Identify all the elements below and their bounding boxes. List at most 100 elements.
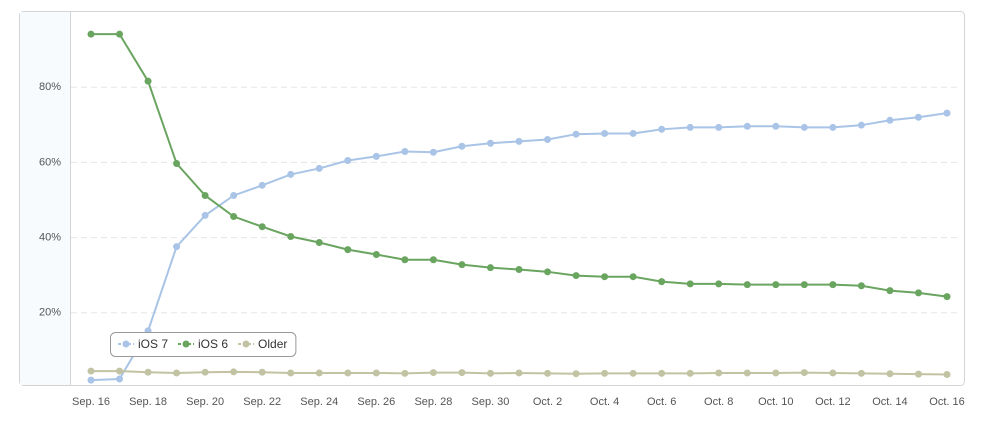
data-point (201, 368, 209, 376)
data-point (914, 289, 922, 297)
data-point (230, 213, 238, 221)
data-point (800, 123, 808, 131)
data-point (857, 369, 865, 377)
data-point (686, 280, 694, 288)
data-point (429, 369, 437, 377)
data-point (116, 367, 124, 375)
data-point (829, 281, 837, 289)
data-point (515, 137, 523, 145)
data-point (914, 370, 922, 378)
data-point (429, 148, 437, 156)
data-point (173, 369, 181, 377)
legend-label: Older (258, 337, 287, 351)
data-point (287, 369, 295, 377)
x-tick-label: Oct. 12 (815, 396, 850, 408)
data-point (87, 376, 95, 384)
legend-label: iOS 6 (198, 337, 228, 351)
axis-band (20, 12, 70, 385)
data-point (401, 256, 409, 264)
data-point (686, 369, 694, 377)
data-point (372, 152, 380, 160)
x-tick-label: Sep. 16 (72, 396, 110, 408)
data-point (87, 367, 95, 375)
data-point (943, 293, 951, 301)
data-point (544, 369, 552, 377)
data-point (116, 375, 124, 383)
data-point (258, 223, 266, 231)
data-point (572, 130, 580, 138)
data-point (943, 370, 951, 378)
data-point (886, 287, 894, 295)
data-point (715, 280, 723, 288)
data-point (515, 369, 523, 377)
data-point (401, 369, 409, 377)
data-point (144, 77, 152, 85)
data-point (372, 369, 380, 377)
data-point (658, 125, 666, 133)
x-tick-label: Oct. 10 (758, 396, 793, 408)
data-point (116, 30, 124, 38)
data-point (486, 264, 494, 272)
data-point (458, 142, 466, 150)
data-point (173, 243, 181, 251)
data-point (87, 30, 95, 38)
y-tick-label: 80% (39, 81, 61, 93)
data-point (743, 369, 751, 377)
y-tick-label: 60% (39, 156, 61, 168)
data-point (230, 368, 238, 376)
data-point (401, 147, 409, 155)
data-point (629, 369, 637, 377)
data-point (658, 369, 666, 377)
x-tick-label: Sep. 24 (300, 396, 338, 408)
data-point (372, 251, 380, 259)
data-point (943, 109, 951, 117)
x-tick-label: Oct. 2 (533, 396, 562, 408)
x-tick-label: Oct. 14 (872, 396, 907, 408)
data-point (458, 369, 466, 377)
data-point (344, 369, 352, 377)
legend: iOS 7 iOS 6 Older (110, 332, 297, 357)
data-point (258, 368, 266, 376)
x-tick-label: Oct. 6 (647, 396, 676, 408)
x-tick-label: Sep. 30 (472, 396, 510, 408)
x-tick-label: Sep. 18 (129, 396, 167, 408)
data-point (144, 368, 152, 376)
data-point (743, 281, 751, 289)
data-point (686, 123, 694, 131)
data-point (315, 164, 323, 172)
data-point (772, 122, 780, 130)
x-tick-label: Sep. 22 (243, 396, 281, 408)
data-point (772, 281, 780, 289)
data-point (715, 369, 723, 377)
x-tick-label: Oct. 16 (929, 396, 964, 408)
data-point (829, 369, 837, 377)
data-point (429, 256, 437, 264)
y-tick-label: 20% (39, 307, 61, 319)
legend-label: iOS 7 (138, 337, 168, 351)
legend-marker (122, 340, 130, 348)
data-point (287, 170, 295, 178)
data-point (914, 113, 922, 121)
data-point (315, 238, 323, 246)
data-point (544, 268, 552, 276)
x-tick-label: Sep. 28 (414, 396, 452, 408)
x-tick-label: Oct. 4 (590, 396, 619, 408)
legend-box (110, 332, 297, 357)
x-tick-label: Sep. 26 (357, 396, 395, 408)
data-point (601, 129, 609, 137)
data-point (544, 135, 552, 143)
data-point (486, 139, 494, 147)
data-point (601, 273, 609, 281)
data-point (458, 261, 466, 269)
data-point (486, 369, 494, 377)
y-tick-label: 40% (39, 232, 61, 244)
data-point (287, 232, 295, 240)
chart-frame (19, 11, 965, 386)
data-point (829, 123, 837, 131)
x-tick-label: Sep. 20 (186, 396, 224, 408)
data-point (857, 121, 865, 129)
data-point (515, 266, 523, 274)
data-point (230, 191, 238, 199)
